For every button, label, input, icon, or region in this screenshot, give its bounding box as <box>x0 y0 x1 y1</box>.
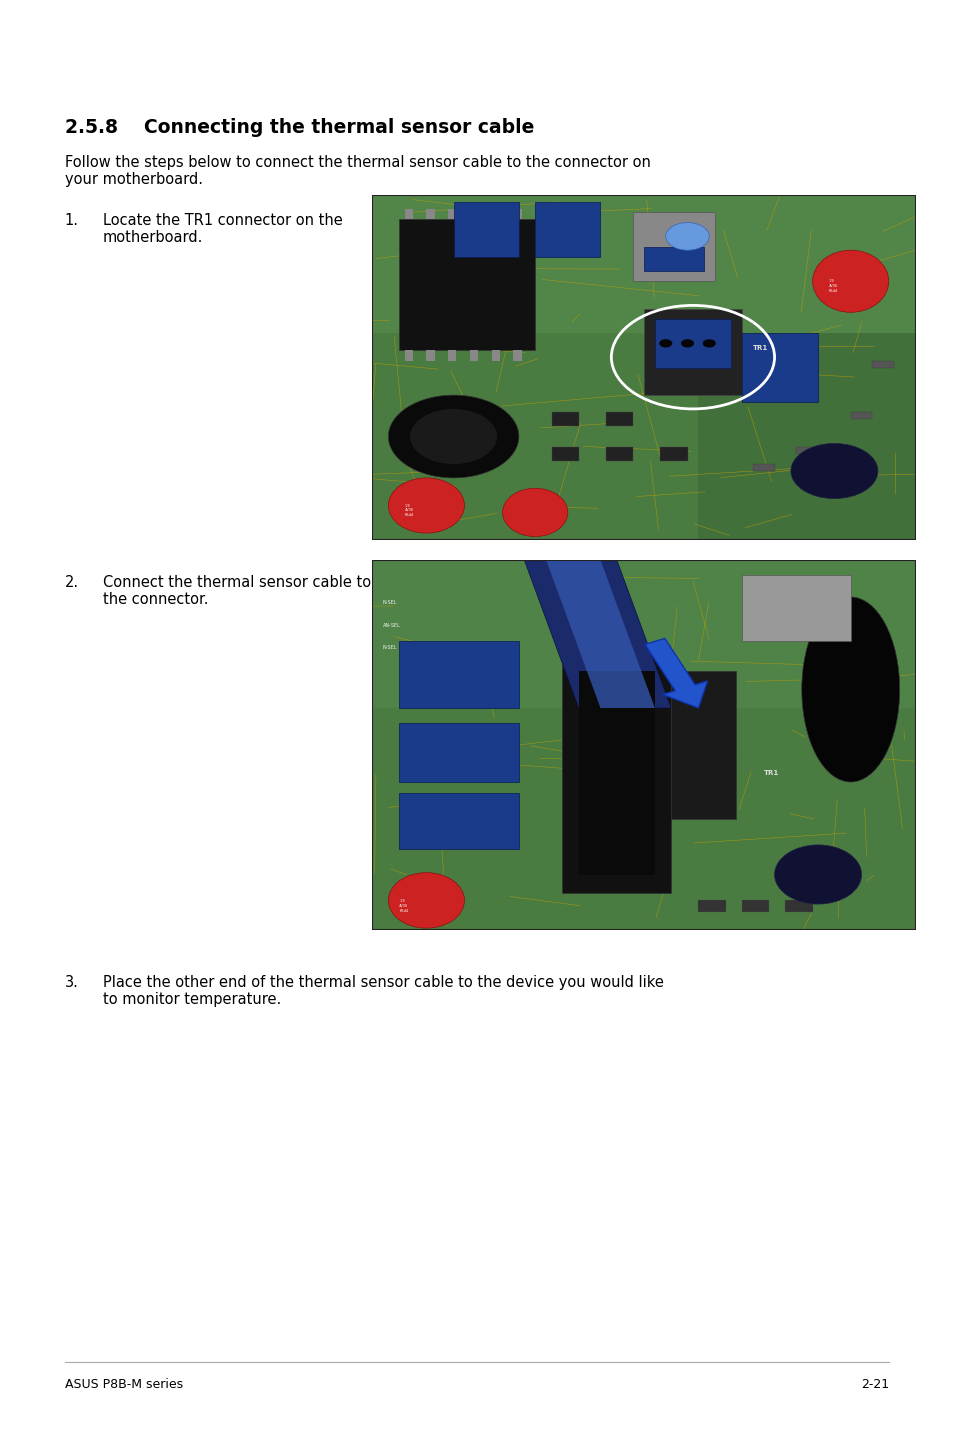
Text: 1.: 1. <box>65 213 79 229</box>
Bar <box>404 351 413 361</box>
Circle shape <box>680 339 694 348</box>
Bar <box>513 209 521 219</box>
Text: 1.9
4V30
K5d4: 1.9 4V30 K5d4 <box>398 899 408 913</box>
Ellipse shape <box>812 250 888 312</box>
Bar <box>643 247 703 270</box>
Bar <box>491 209 499 219</box>
FancyArrow shape <box>644 638 707 707</box>
Bar <box>513 351 521 361</box>
Bar <box>741 900 768 912</box>
Text: 2.5.8    Connecting the thermal sensor cable: 2.5.8 Connecting the thermal sensor cabl… <box>65 118 534 137</box>
Text: TR1: TR1 <box>752 345 767 351</box>
Ellipse shape <box>388 477 464 533</box>
Bar <box>372 559 915 707</box>
Bar <box>578 672 654 874</box>
Ellipse shape <box>801 597 899 782</box>
Bar <box>643 309 741 395</box>
Text: N-SEL: N-SEL <box>382 644 397 650</box>
Bar <box>671 672 736 820</box>
Bar <box>633 213 714 282</box>
Circle shape <box>665 223 708 250</box>
Bar <box>818 482 839 489</box>
Bar <box>398 794 518 848</box>
Bar <box>659 447 687 460</box>
Bar <box>741 575 850 641</box>
Text: Follow the steps below to connect the thermal sensor cable to the connector on
y: Follow the steps below to connect the th… <box>65 155 650 187</box>
Bar <box>872 361 893 368</box>
Bar <box>491 351 499 361</box>
Text: AN-SEL: AN-SEL <box>382 623 400 627</box>
Bar <box>398 723 518 782</box>
Circle shape <box>790 443 877 499</box>
Bar <box>448 351 456 361</box>
Bar <box>470 209 477 219</box>
Bar <box>654 319 730 368</box>
Bar <box>698 900 725 912</box>
Bar <box>562 653 671 893</box>
Polygon shape <box>524 559 671 707</box>
Circle shape <box>388 395 518 477</box>
Bar <box>551 413 578 426</box>
Text: 2.: 2. <box>65 575 79 590</box>
Ellipse shape <box>502 489 567 536</box>
Bar <box>398 219 535 351</box>
Text: 3.: 3. <box>65 975 79 989</box>
Ellipse shape <box>388 873 464 928</box>
Circle shape <box>659 339 672 348</box>
Circle shape <box>410 408 497 464</box>
Circle shape <box>702 339 715 348</box>
Bar <box>398 641 518 707</box>
Bar <box>448 209 456 219</box>
Text: 2-21: 2-21 <box>861 1378 888 1391</box>
Bar <box>551 447 578 460</box>
Text: Connect the thermal sensor cable to
the connector.: Connect the thermal sensor cable to the … <box>103 575 371 607</box>
Bar <box>426 209 435 219</box>
Text: Place the other end of the thermal sensor cable to the device you would like
to : Place the other end of the thermal senso… <box>103 975 663 1008</box>
Bar <box>605 447 633 460</box>
Bar <box>796 447 818 454</box>
Text: Locate the TR1 connector on the
motherboard.: Locate the TR1 connector on the motherbo… <box>103 213 342 246</box>
Text: TR1: TR1 <box>763 769 778 775</box>
Bar <box>698 334 915 541</box>
Text: 1.9
4V30
K5d4: 1.9 4V30 K5d4 <box>828 279 837 292</box>
Bar <box>426 351 435 361</box>
Polygon shape <box>545 559 654 707</box>
Bar <box>404 209 413 219</box>
Text: N-SEL: N-SEL <box>382 601 397 605</box>
Bar <box>752 464 774 472</box>
Bar <box>372 196 915 334</box>
Bar <box>605 413 633 426</box>
Bar <box>741 334 818 403</box>
Text: 1.9
4V30
K5d4: 1.9 4V30 K5d4 <box>404 503 414 516</box>
Bar <box>535 201 599 257</box>
Bar <box>850 413 872 420</box>
Bar <box>470 351 477 361</box>
Circle shape <box>774 846 861 905</box>
Bar <box>784 900 812 912</box>
Text: ASUS P8B-M series: ASUS P8B-M series <box>65 1378 183 1391</box>
Bar <box>453 201 518 257</box>
